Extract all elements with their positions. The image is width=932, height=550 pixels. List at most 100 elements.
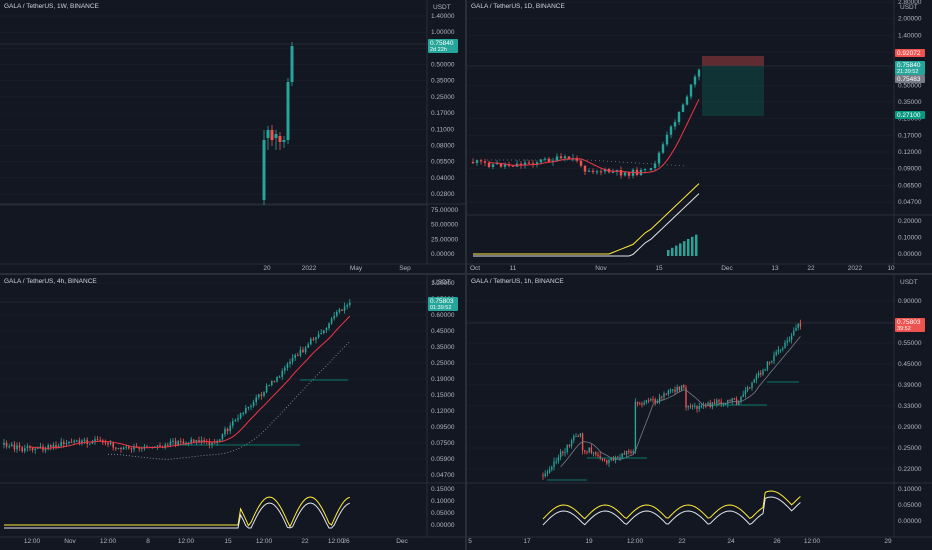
candle-body <box>341 309 343 311</box>
candle-body <box>595 452 597 455</box>
daily-chart-canvas[interactable]: USDT2.800002.000001.400001.000000.700000… <box>467 0 932 273</box>
candle-body <box>115 447 117 449</box>
candle-body <box>96 439 99 441</box>
indicator-tick-label: 0.00000 <box>431 251 455 258</box>
candle-body <box>172 440 174 442</box>
candle-body <box>606 459 608 464</box>
chart-pane-daily[interactable]: USDT2.800002.000001.400001.000000.700000… <box>467 0 932 273</box>
indicator-signal-line <box>542 490 801 520</box>
candle-body <box>685 387 687 408</box>
price-tick-label: 0.45000 <box>431 328 455 335</box>
candle-body <box>755 375 758 380</box>
candle-body <box>16 445 18 450</box>
candle-body <box>599 455 601 459</box>
candle-body <box>762 370 764 375</box>
dotted-level-line <box>487 159 688 167</box>
candle-body <box>94 439 96 442</box>
price-unit-label: USDT <box>900 279 918 286</box>
candle-body <box>130 448 133 450</box>
candle-body <box>673 122 677 127</box>
candle-body <box>610 458 612 460</box>
candle-body <box>568 444 571 447</box>
candle-body <box>83 439 86 441</box>
candle-body <box>198 439 200 443</box>
candle-body <box>34 448 36 451</box>
candle-body <box>661 144 665 153</box>
chart-pane-weekly[interactable]: USDT1.400001.000000.700000.500000.350000… <box>0 0 465 273</box>
candle-body <box>299 349 302 356</box>
candle-body <box>744 390 747 395</box>
candle-body <box>125 446 127 448</box>
candle-body <box>746 387 749 391</box>
candle-body <box>338 309 341 312</box>
one-hour-chart-canvas[interactable]: USDT0.900000.650000.550000.450000.390000… <box>467 275 932 550</box>
indicator-tick-label: 25.00000 <box>431 236 458 243</box>
candle-body <box>234 419 237 422</box>
price-tick-label: 0.35000 <box>898 99 922 106</box>
pane-divider-horizontal[interactable] <box>0 273 932 275</box>
candle-body <box>768 361 771 363</box>
candle-body <box>777 349 780 353</box>
time-tick-label: Dec <box>396 538 408 545</box>
price-tick-label: 0.35000 <box>431 78 455 85</box>
price-tick-label: 0.11000 <box>431 126 454 133</box>
candle-body <box>330 318 333 324</box>
chart-pane-4h[interactable]: USDT1.200000.850000.600000.450000.350000… <box>0 275 465 550</box>
candle-body <box>479 160 483 162</box>
candle-body <box>587 170 591 172</box>
indicator-tick-label: 0.10000 <box>431 498 455 505</box>
candle-body <box>570 440 573 447</box>
candle-body <box>630 451 632 453</box>
chart-pane-1h[interactable]: USDT0.900000.650000.550000.450000.390000… <box>467 275 932 550</box>
candle-body <box>13 444 16 450</box>
candle-body <box>579 433 582 437</box>
pane-divider-vertical[interactable] <box>465 0 467 550</box>
candle-body <box>663 393 665 398</box>
price-tag-value: 0.75483 <box>897 76 921 83</box>
price-tag-value: 0.75803 <box>897 319 921 326</box>
indicator-tick-label: 0.05000 <box>431 510 455 517</box>
candle-body <box>511 165 515 167</box>
price-tick-label: 0.19000 <box>431 376 455 383</box>
indicator-tick-label: 0.10000 <box>898 486 922 493</box>
candle-body <box>751 382 753 389</box>
price-tick-label: 0.17000 <box>898 132 922 139</box>
candle-body <box>683 385 685 388</box>
candle-body <box>797 323 799 328</box>
price-tick-label: 0.05900 <box>431 456 455 463</box>
candle-body <box>143 446 146 448</box>
candle-body <box>302 349 304 353</box>
price-tag-countdown: 39:52 <box>897 326 911 332</box>
price-tick-label: 0.55000 <box>898 340 922 347</box>
candle-body <box>52 444 55 447</box>
candle-body <box>591 170 595 172</box>
price-unit-label: USDT <box>433 4 451 11</box>
candle-body <box>735 399 738 406</box>
candle-body <box>592 452 595 454</box>
time-tick-label: 20 <box>263 265 271 272</box>
price-tag-countdown: 2d 22h <box>430 47 447 53</box>
candle-body <box>599 171 603 173</box>
candle-body <box>718 400 720 402</box>
candle-body <box>562 451 564 454</box>
price-tag-value: 0.75840 <box>430 40 454 47</box>
weekly-chart-canvas[interactable]: USDT1.400001.000000.700000.500000.350000… <box>0 0 465 273</box>
price-tag <box>895 318 925 332</box>
indicator-tick-label: 0.15000 <box>431 486 455 493</box>
candle-body <box>586 451 588 453</box>
candle-body <box>531 163 535 165</box>
candle-body <box>623 453 626 455</box>
candle-body <box>716 400 718 404</box>
candle-body <box>221 434 224 440</box>
four-hour-chart-canvas[interactable]: USDT1.200000.850000.600000.450000.350000… <box>0 275 465 550</box>
candle-body <box>333 315 335 319</box>
candle-body <box>575 158 579 161</box>
candle-body <box>491 164 495 167</box>
symbol-title: GALA / TetherUS, 1W, BINANCE <box>4 3 99 10</box>
candle-body <box>99 440 101 442</box>
candle-body <box>656 401 659 404</box>
candle-body <box>771 361 773 363</box>
candle-body <box>5 442 8 447</box>
candle-body <box>722 403 725 405</box>
candle-body <box>260 394 263 396</box>
